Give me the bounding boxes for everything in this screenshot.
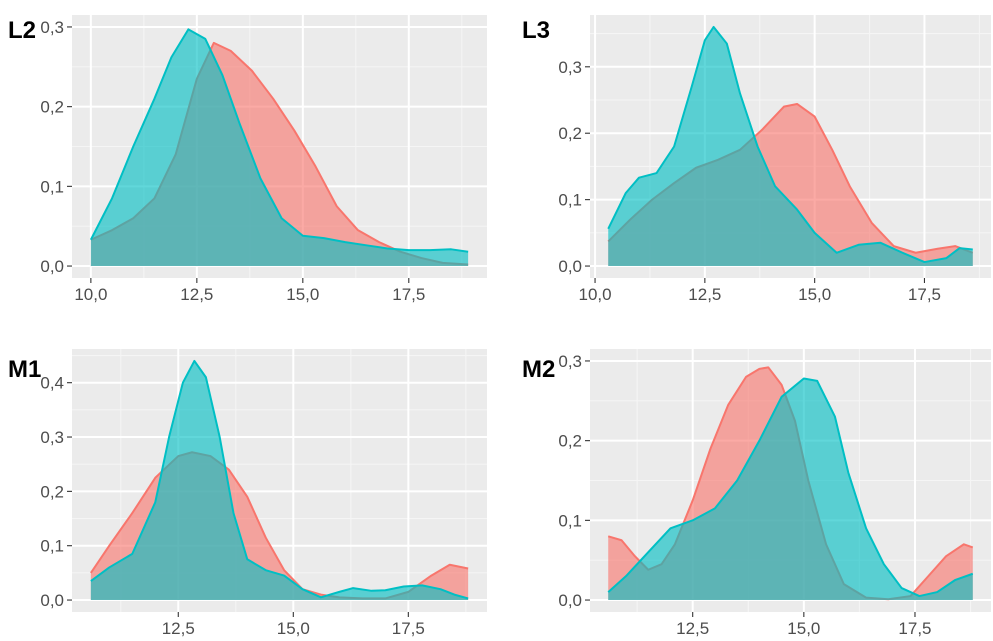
panel-m2: 12,5 15,0 17,5 0,0 0,1 0,2 0,3M2 xyxy=(522,349,991,638)
y-tick-label: 0,3 xyxy=(40,428,64,447)
x-tick-label: 15,0 xyxy=(277,619,310,638)
x-tick-label: 10,0 xyxy=(579,285,612,304)
y-tick-label: 0,3 xyxy=(558,352,582,371)
y-tick-label: 0,3 xyxy=(40,18,64,37)
panel-l2: 10,0 12,5 15,0 17,5 0,0 0,1 0,2 0,3L2 xyxy=(8,15,487,304)
y-tick-label: 0,3 xyxy=(558,58,582,77)
y-tick-label: 0,1 xyxy=(40,177,64,196)
y-tick-label: 0,0 xyxy=(40,257,64,276)
y-tick-label: 0,0 xyxy=(40,591,64,610)
y-tick-label: 0,2 xyxy=(558,124,582,143)
y-tick-label: 0,2 xyxy=(40,98,64,117)
y-tick-label: 0,1 xyxy=(40,537,64,556)
x-tick-label: 12,5 xyxy=(676,619,709,638)
x-tick-label: 15,0 xyxy=(798,285,831,304)
y-tick-label: 0,0 xyxy=(558,257,582,276)
x-tick-label: 17,5 xyxy=(392,619,425,638)
x-tick-label: 17,5 xyxy=(392,285,425,304)
panel-tag: M2 xyxy=(522,356,555,383)
x-tick-label: 12,5 xyxy=(688,285,721,304)
y-tick-label: 0,1 xyxy=(558,511,582,530)
panel-l3: 10,0 12,5 15,0 17,5 0,0 0,1 0,2 0,3 L3 xyxy=(522,15,991,304)
x-tick-label: 10,0 xyxy=(74,285,107,304)
panel-tag: L2 xyxy=(8,17,36,44)
y-tick-label: 0,2 xyxy=(558,432,582,451)
y-tick-label: 0,1 xyxy=(558,191,582,210)
panel-m1: 12,5 15,0 17,5 0,0 0,1 0,2 0,3 0,4M1 xyxy=(8,349,487,638)
y-tick-label: 0,2 xyxy=(40,482,64,501)
x-tick-label: 15,0 xyxy=(286,285,319,304)
y-tick-label: 0,4 xyxy=(40,374,64,393)
x-tick-label: 17,5 xyxy=(908,285,941,304)
x-tick-label: 17,5 xyxy=(898,619,931,638)
panel-tag: M1 xyxy=(8,356,41,383)
x-tick-label: 12,5 xyxy=(180,285,213,304)
panel-tag: L3 xyxy=(522,17,550,44)
x-tick-label: 15,0 xyxy=(787,619,820,638)
y-tick-label: 0,0 xyxy=(558,591,582,610)
x-tick-label: 12,5 xyxy=(162,619,195,638)
